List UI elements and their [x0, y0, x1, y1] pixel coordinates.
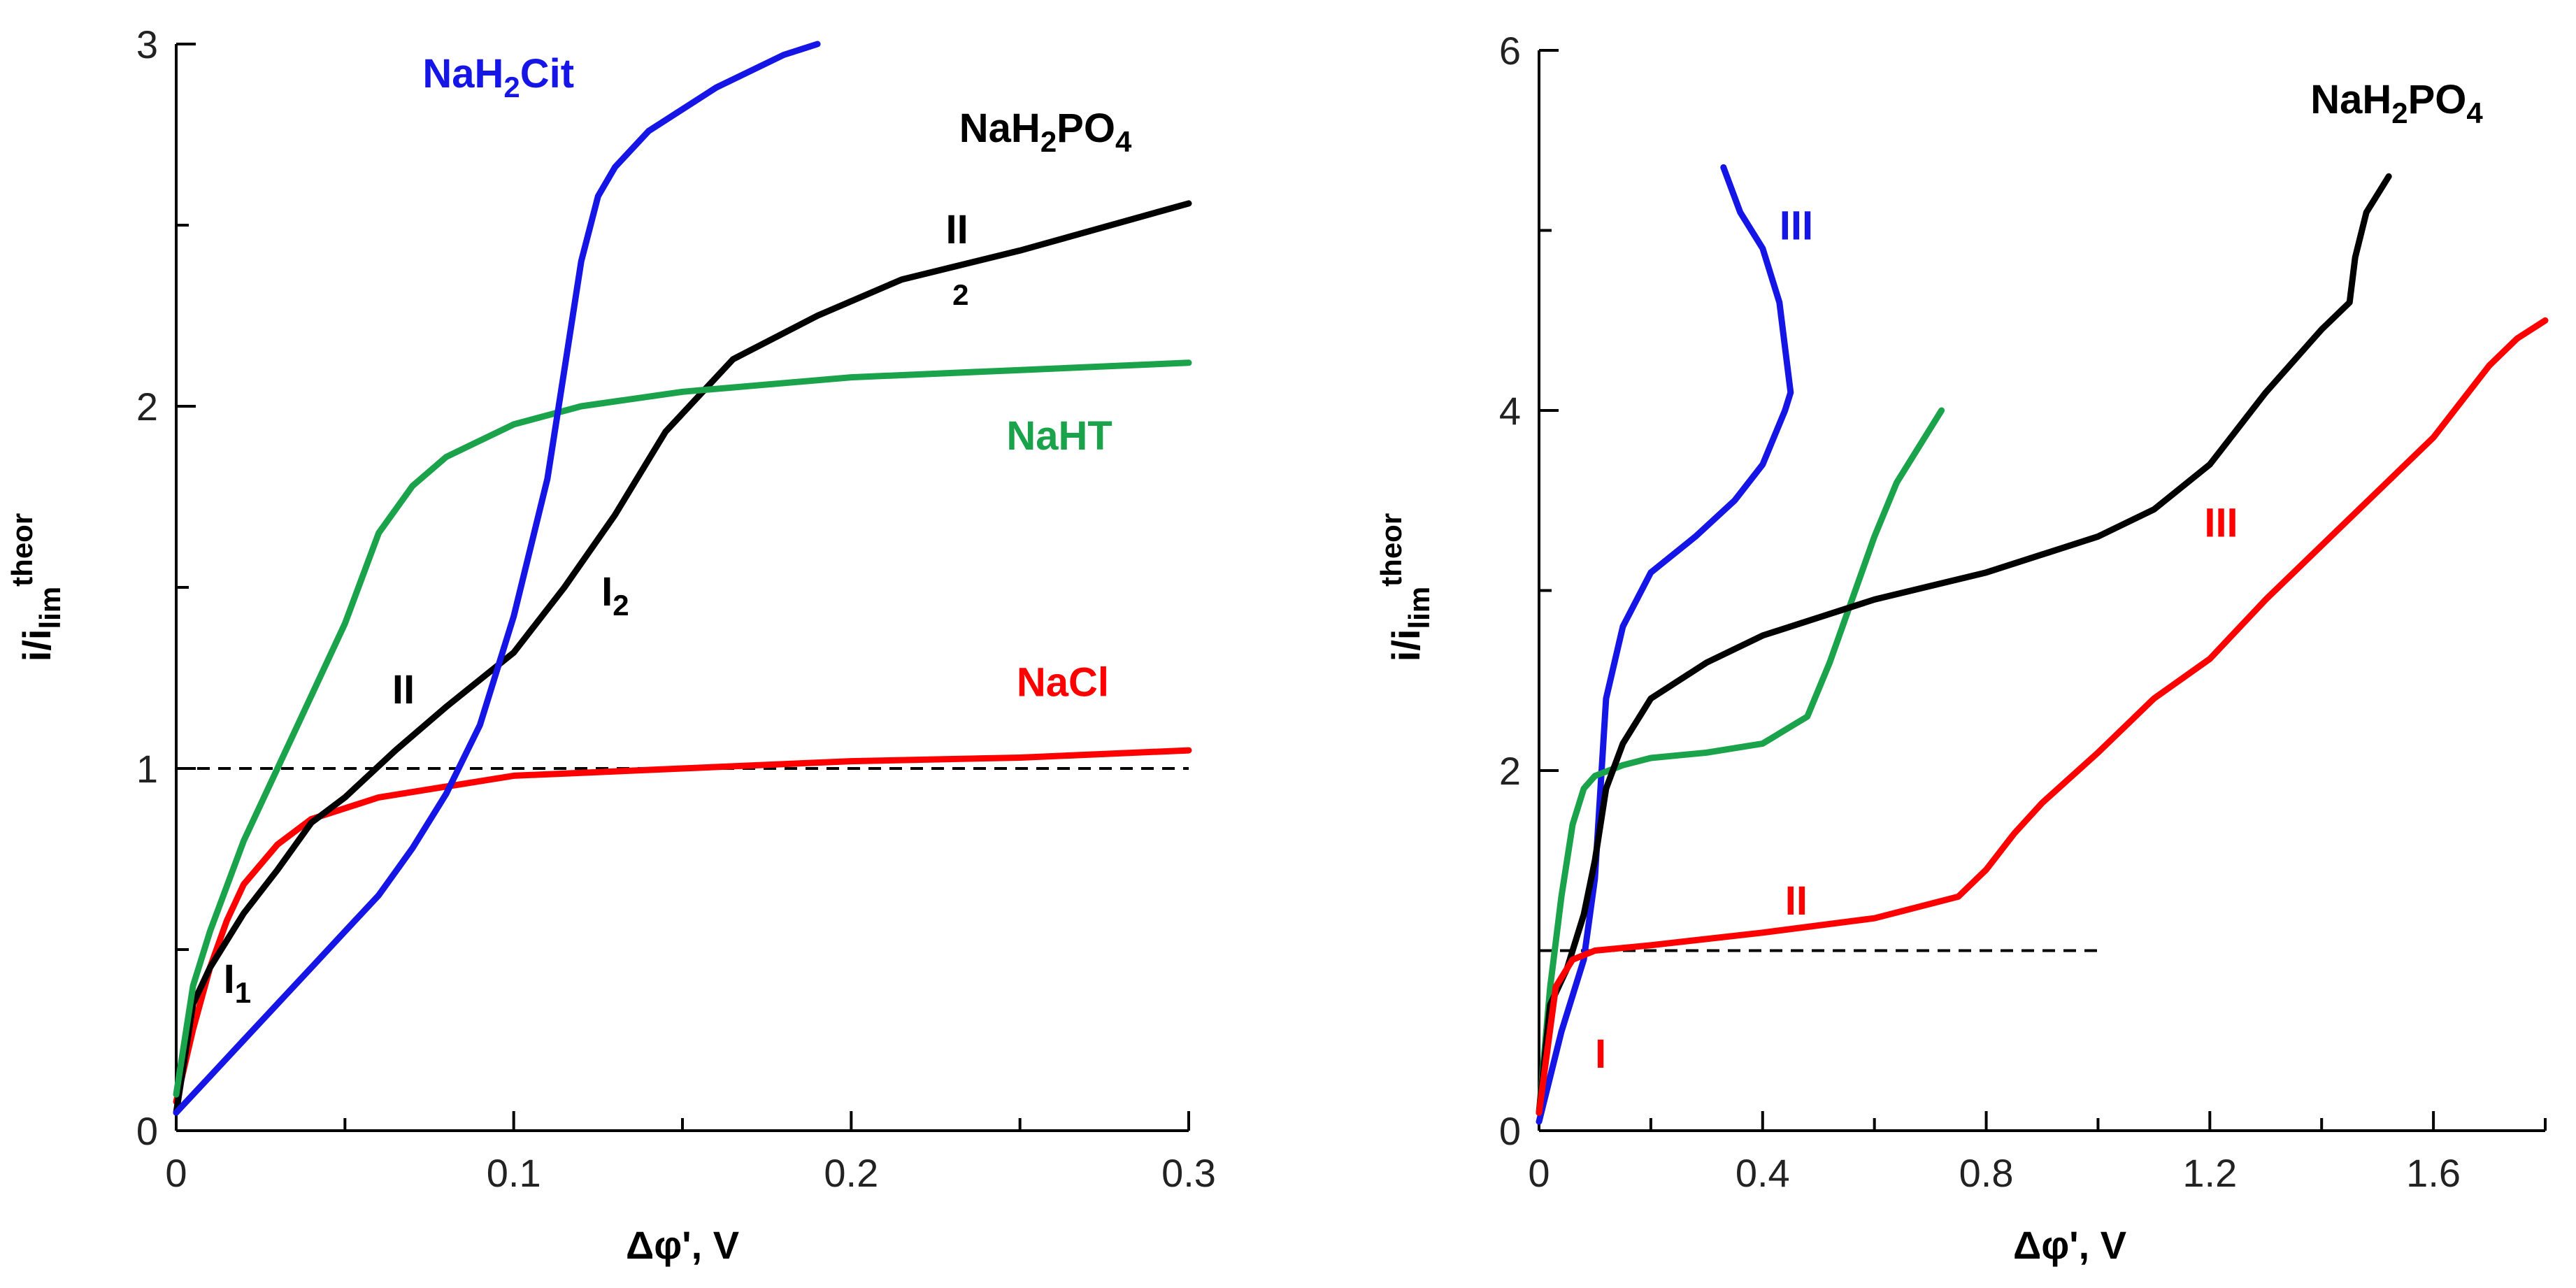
x-tick-label: 0.2 [824, 1151, 878, 1195]
annotation-label: NaH2PO4 [2310, 77, 2483, 129]
series-line-nah2po4 [173, 200, 1192, 1116]
series-line-blue [1536, 164, 1794, 1125]
annotation-label: II [1785, 878, 1808, 924]
y-tick-label: 2 [1499, 749, 1521, 793]
annotation-label: 2 [952, 278, 968, 311]
y-axis-title: i/ilimtheor [1375, 513, 1436, 661]
series-line-nah2cit [173, 41, 821, 1116]
x-tick-label: 1.2 [2182, 1151, 2237, 1195]
series-line-naht [173, 359, 1192, 1098]
chart-left: 0 1 2 3 0 0.1 0.2 0.3 NaH2Cit NaH2PO4 NaHT NaCl II 2 I… [6, 22, 1216, 1267]
annotation-label: II [392, 667, 415, 713]
series-line-nah2po4 [1536, 173, 2392, 1116]
y-tick-label: 3 [136, 22, 158, 66]
y-tick-label: 0 [1499, 1109, 1521, 1153]
annotation-label: I [1595, 1031, 1606, 1077]
annotation-label: NaCl [1017, 659, 1109, 705]
x-tick-label: 1.6 [2406, 1151, 2461, 1195]
x-tick-label: 0.4 [1736, 1151, 1790, 1195]
y-tick-label: 2 [136, 385, 158, 429]
x-tick-label: 0.3 [1161, 1151, 1216, 1195]
y-tick-label: 1 [136, 747, 158, 791]
annotation-label: III [1780, 203, 1813, 248]
annotation-label: I2 [601, 569, 629, 622]
series-line-red [1536, 317, 2549, 1116]
x-axis-title: Δφ', V [2013, 1223, 2126, 1267]
y-tick-label: 4 [1499, 389, 1521, 433]
y-axis-title: i/ilimtheor [6, 513, 66, 661]
annotation-label: II [945, 207, 968, 252]
annotation-label: NaH2Cit [422, 51, 574, 103]
annotation-label: I1 [224, 957, 251, 1009]
x-axis-title: Δφ', V [626, 1223, 739, 1267]
annotation-label: NaHT [1006, 413, 1112, 459]
y-tick-label: 6 [1499, 29, 1521, 73]
x-tick-label: 0 [1528, 1151, 1550, 1195]
annotation-label: NaH2PO4 [959, 106, 1132, 158]
series-line-nacl [173, 747, 1192, 1105]
annotation-label: III [2204, 500, 2238, 545]
x-tick-label: 0.8 [1959, 1151, 2014, 1195]
x-tick-label: 0.1 [487, 1151, 541, 1195]
y-tick-label: 0 [136, 1109, 158, 1153]
series-line-green [1536, 407, 1945, 1116]
x-tick-label: 0 [165, 1151, 187, 1195]
